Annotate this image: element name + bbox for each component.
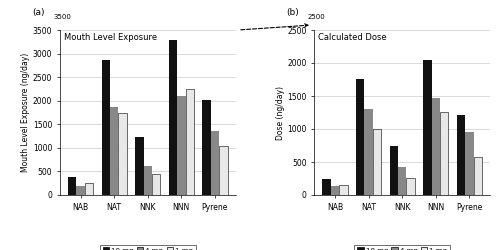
- Bar: [135, 137, 143, 195]
- Bar: [373, 129, 382, 195]
- Bar: [85, 183, 93, 195]
- Bar: [474, 158, 482, 195]
- Bar: [168, 40, 177, 195]
- Bar: [76, 186, 85, 195]
- Bar: [364, 108, 373, 195]
- Text: (a): (a): [32, 8, 44, 17]
- Bar: [465, 132, 473, 195]
- Bar: [406, 178, 415, 195]
- Bar: [340, 185, 347, 195]
- Bar: [457, 115, 465, 195]
- Bar: [186, 90, 194, 195]
- Bar: [110, 107, 118, 195]
- Bar: [118, 112, 127, 195]
- Bar: [440, 112, 448, 195]
- Bar: [177, 96, 186, 195]
- Legend: 10 mg, 4 mg, 1 mg: 10 mg, 4 mg, 1 mg: [100, 245, 196, 250]
- Text: (b): (b): [286, 8, 299, 17]
- Y-axis label: Mouth Level Exposure (ng/day): Mouth Level Exposure (ng/day): [21, 53, 30, 172]
- Bar: [144, 166, 152, 195]
- Bar: [322, 178, 331, 195]
- Bar: [219, 146, 228, 195]
- Text: 3500: 3500: [53, 14, 71, 20]
- Bar: [423, 60, 432, 195]
- Bar: [356, 79, 364, 195]
- Bar: [152, 174, 160, 195]
- Bar: [390, 146, 398, 195]
- Text: 2500: 2500: [308, 14, 325, 20]
- Bar: [102, 60, 110, 195]
- Text: Calculated Dose: Calculated Dose: [318, 33, 386, 42]
- Legend: 10 mg, 4 mg, 1 mg: 10 mg, 4 mg, 1 mg: [354, 245, 450, 250]
- Bar: [68, 177, 76, 195]
- Bar: [202, 100, 210, 195]
- Bar: [210, 131, 219, 195]
- Bar: [398, 167, 406, 195]
- Text: Mouth Level Exposure: Mouth Level Exposure: [64, 33, 156, 42]
- Y-axis label: Dose (ng/day): Dose (ng/day): [276, 86, 284, 140]
- Bar: [331, 186, 340, 195]
- Bar: [432, 98, 440, 195]
